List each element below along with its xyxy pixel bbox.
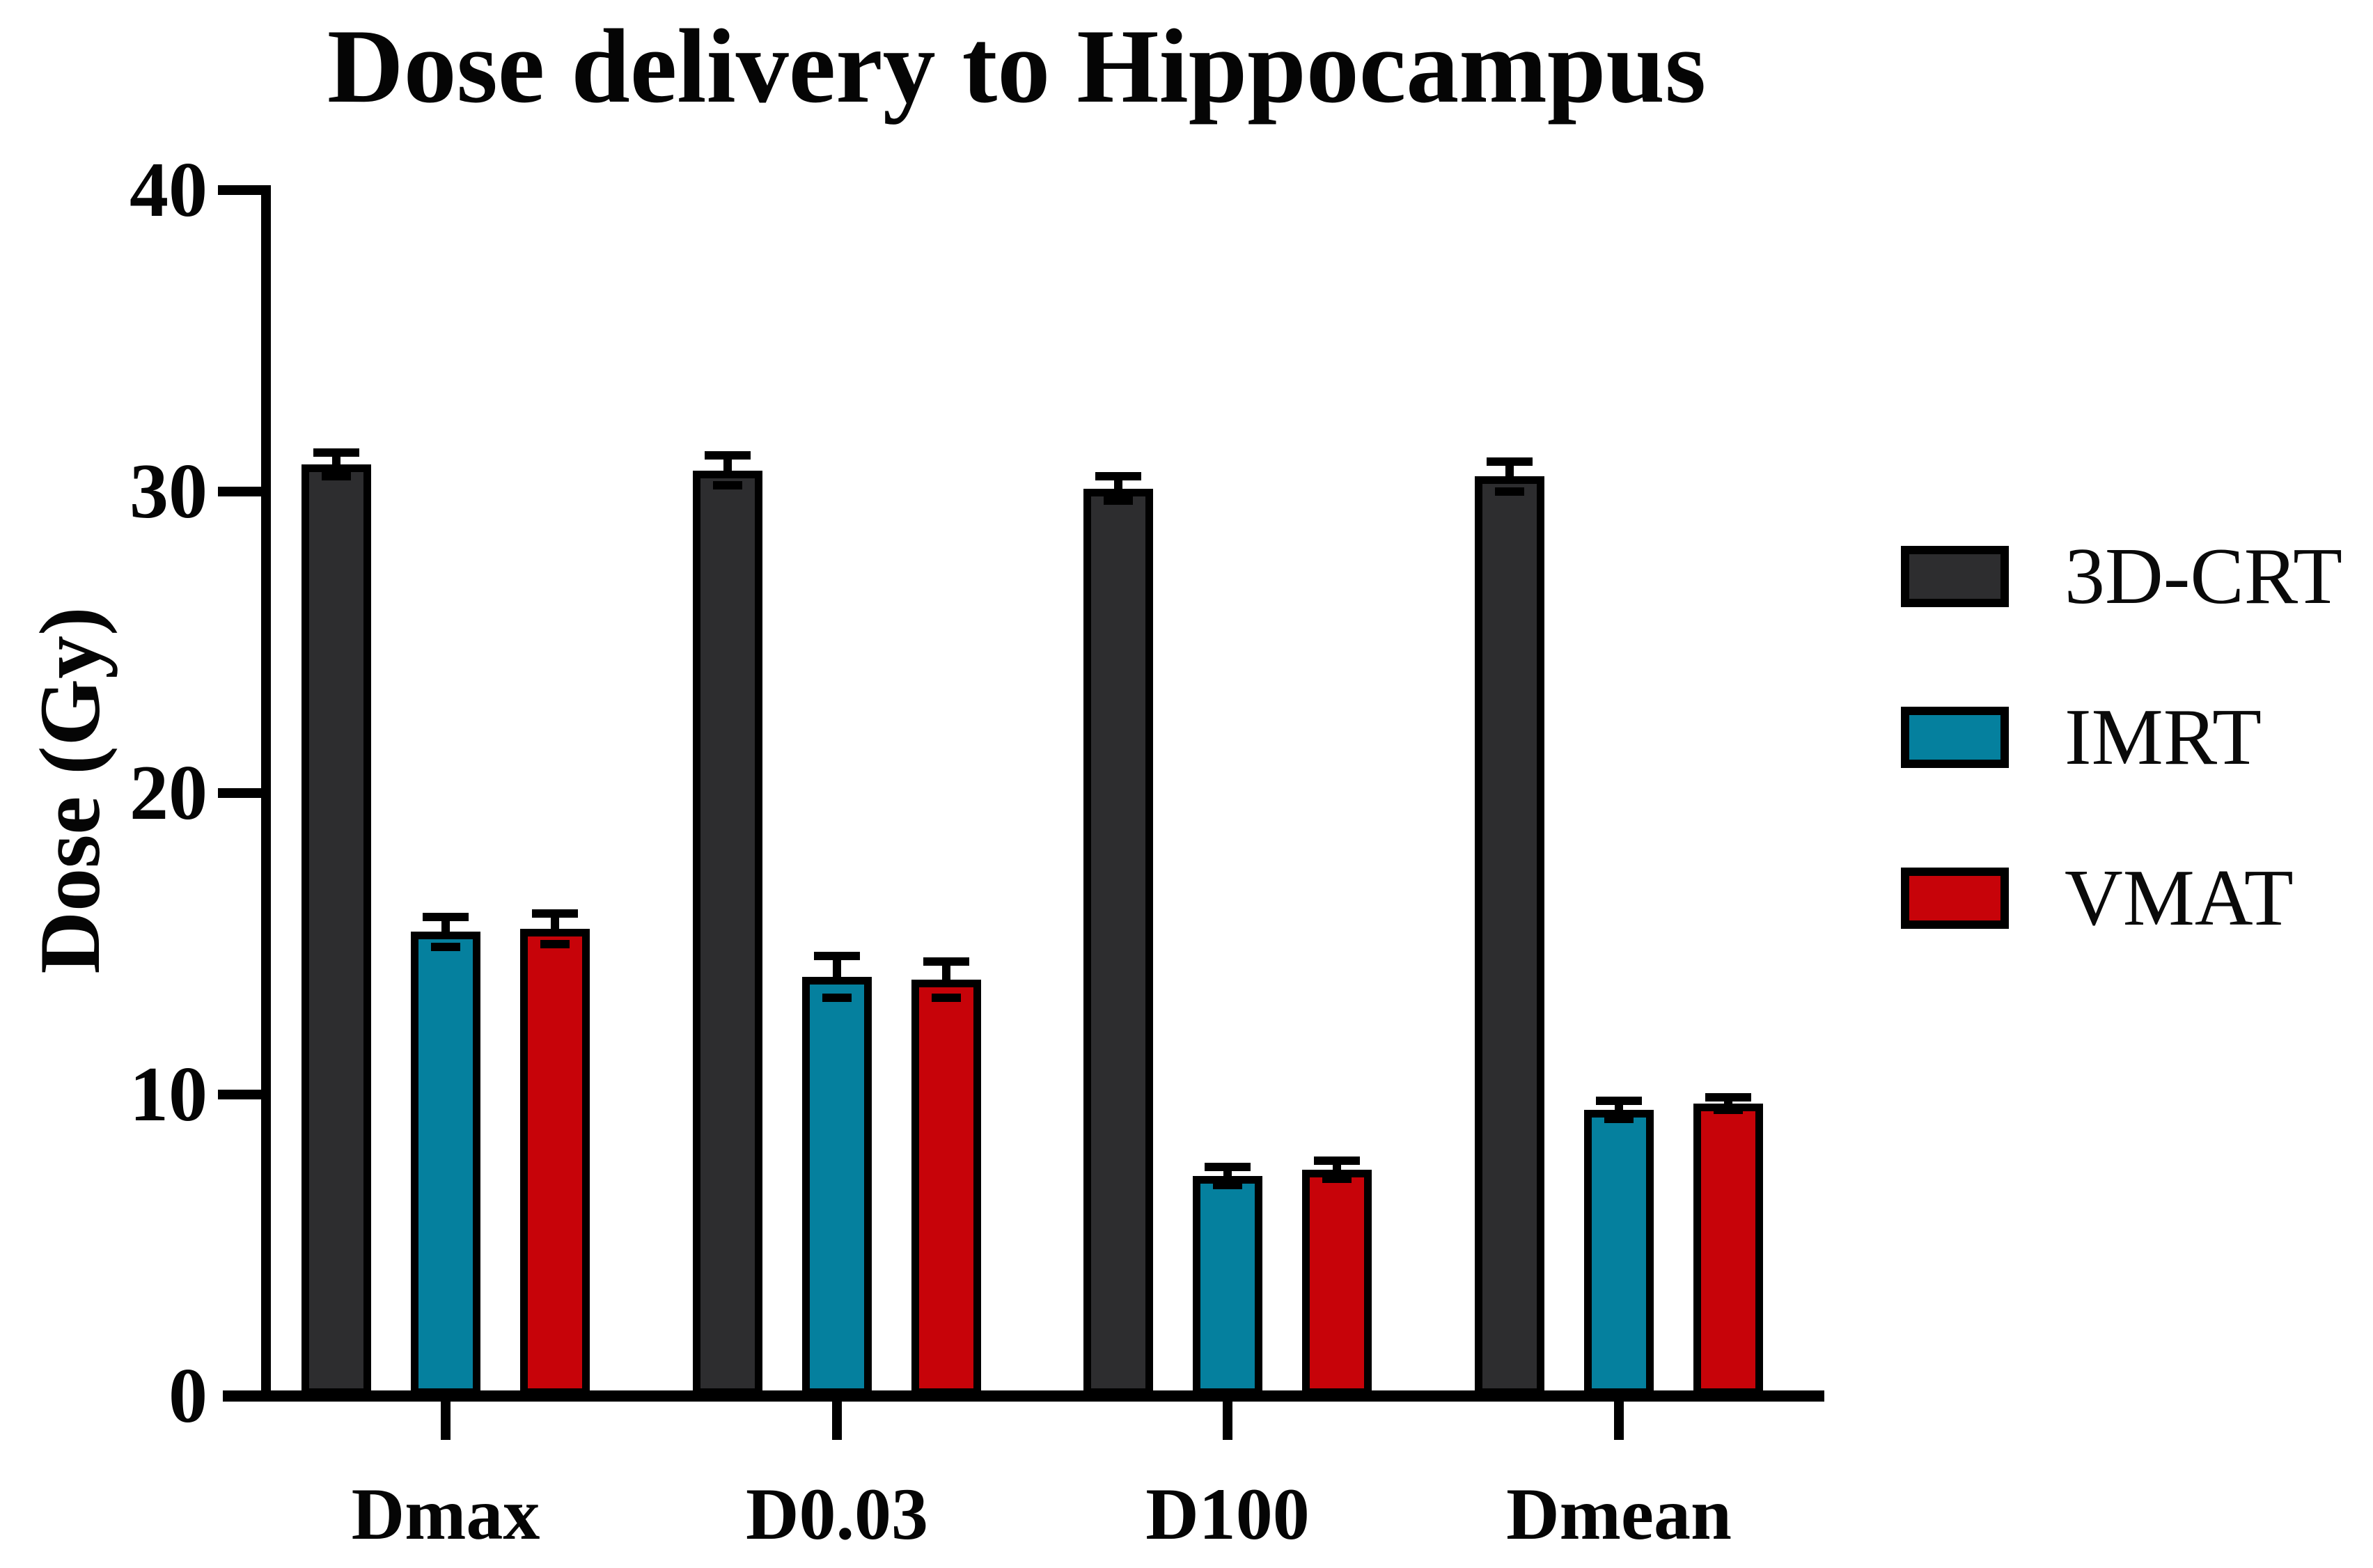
- error-cap-upper: [532, 909, 578, 918]
- bar-vmat-dmax: [520, 928, 590, 1396]
- legend-swatch-3d-crt: [1901, 546, 2009, 607]
- bar-vmat-d0.03: [911, 980, 981, 1396]
- x-axis-line: [223, 1390, 1824, 1402]
- error-cap-lower: [932, 994, 961, 1003]
- error-cap-lower: [713, 481, 742, 490]
- x-tick: [1223, 1402, 1232, 1440]
- bar-3d-crt-dmax: [301, 464, 371, 1396]
- y-tick: [218, 788, 261, 798]
- error-cap-upper: [1705, 1093, 1751, 1102]
- x-tick: [1614, 1402, 1624, 1440]
- error-cap-lower: [540, 939, 570, 948]
- bar-vmat-dmean: [1693, 1103, 1763, 1396]
- bar-3d-crt-d0.03: [693, 470, 762, 1396]
- y-tick-label: 10: [130, 1051, 207, 1138]
- y-tick-label: 40: [130, 147, 207, 233]
- bar-imrt-dmax: [411, 932, 480, 1396]
- error-cap-upper: [923, 957, 969, 966]
- legend-swatch-vmat: [1901, 868, 2009, 929]
- y-tick-label: 20: [130, 750, 207, 836]
- y-tick: [218, 1090, 261, 1099]
- legend-label-imrt: IMRT: [2065, 693, 2262, 782]
- y-axis-line: [261, 185, 271, 1402]
- error-cap-upper: [1095, 472, 1141, 481]
- x-category-label: Dmax: [351, 1473, 540, 1555]
- error-whisker: [942, 962, 950, 983]
- error-whisker: [723, 455, 732, 473]
- x-tick: [832, 1402, 842, 1440]
- bar-vmat-d100: [1302, 1170, 1372, 1396]
- y-tick: [218, 185, 261, 195]
- error-cap-upper: [705, 451, 751, 460]
- error-whisker: [551, 914, 559, 932]
- legend-label-vmat: VMAT: [2065, 854, 2294, 943]
- error-cap-upper: [1205, 1162, 1251, 1171]
- error-cap-upper: [814, 951, 860, 960]
- error-cap-lower: [1714, 1105, 1743, 1114]
- error-cap-lower: [1604, 1114, 1634, 1123]
- x-tick: [441, 1402, 451, 1440]
- error-cap-lower: [822, 994, 852, 1003]
- bar-imrt-dmean: [1584, 1109, 1654, 1396]
- bar-3d-crt-d100: [1083, 488, 1153, 1396]
- error-cap-upper: [1487, 457, 1533, 466]
- y-tick-label: 30: [130, 448, 207, 535]
- error-cap-lower: [1104, 496, 1133, 505]
- bar-imrt-d0.03: [802, 977, 872, 1396]
- x-category-label: Dmean: [1506, 1473, 1732, 1555]
- error-cap-upper: [1314, 1157, 1360, 1166]
- x-category-label: D100: [1145, 1473, 1310, 1555]
- y-tick: [218, 487, 261, 496]
- legend-label-3d-crt: 3D-CRT: [2065, 532, 2343, 621]
- bar-3d-crt-dmean: [1475, 476, 1544, 1396]
- error-cap-lower: [1213, 1180, 1242, 1189]
- error-cap-lower: [322, 472, 351, 481]
- error-cap-lower: [1495, 487, 1524, 496]
- y-tick-label: 0: [169, 1353, 207, 1439]
- error-whisker: [833, 955, 841, 980]
- chart-title: Dose delivery to Hippocampus: [327, 8, 1707, 125]
- error-cap-lower: [1322, 1175, 1352, 1184]
- error-cap-upper: [1596, 1096, 1642, 1105]
- x-category-label: D0.03: [745, 1473, 929, 1555]
- bar-imrt-d100: [1193, 1175, 1262, 1396]
- error-cap-upper: [313, 448, 359, 457]
- error-cap-lower: [431, 942, 460, 951]
- error-cap-upper: [423, 912, 469, 921]
- error-whisker: [441, 916, 450, 935]
- error-whisker: [1505, 461, 1514, 480]
- legend-swatch-imrt: [1901, 707, 2009, 768]
